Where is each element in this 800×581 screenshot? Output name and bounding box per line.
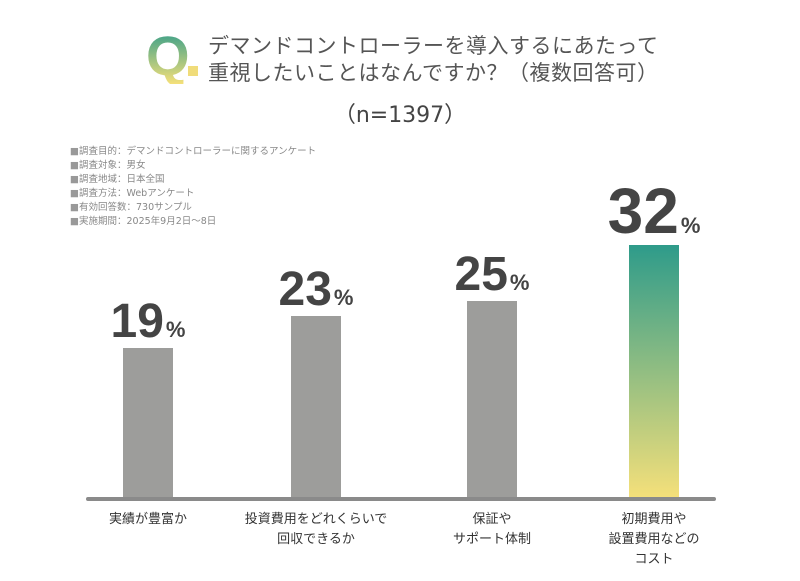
bar: [291, 316, 341, 498]
title-line: 重視したいことはなんですか？（複数回答可）: [208, 61, 659, 85]
q-mark: Q: [146, 24, 190, 87]
category-line: 保証や: [472, 512, 512, 527]
category-label: 実績が豊富か: [58, 510, 238, 530]
note: 調査目的：デマンドコントローラーに関するアンケート: [70, 145, 316, 159]
note: 調査対象：男女: [70, 159, 316, 173]
bar: [629, 245, 679, 498]
note: 調査方法：Webアンケート: [70, 187, 316, 201]
value-unit: %: [509, 269, 530, 295]
category-label: 初期費用や設置費用などの コスト: [564, 510, 744, 570]
title-line: デマンドコントローラーを導入するにあたって: [208, 34, 659, 58]
q-dot: [188, 66, 198, 76]
category-line: サポート体制: [452, 532, 531, 547]
value-unit: %: [333, 285, 354, 311]
survey-notes: 調査目的：デマンドコントローラーに関するアンケート 調査対象：男女 調査地域：日…: [70, 145, 316, 229]
category-line: コスト: [634, 552, 674, 567]
bar: [123, 347, 173, 498]
category-line: 実績が豊富か: [108, 512, 187, 527]
x-axis: [86, 497, 716, 501]
note: 有効回答数：730サンプル: [70, 201, 316, 215]
question-title: デマンドコントローラーを導入するにあたって 重視したいことはなんですか？（複数回…: [208, 33, 658, 87]
sample-size: （n=1397）: [333, 103, 467, 128]
category-line: 回収できるか: [277, 532, 355, 547]
note: 調査地域：日本全国: [70, 173, 316, 187]
note: 実施期間：2025年9月2日～8日: [70, 215, 316, 229]
data-label: 19%: [110, 294, 186, 354]
value-number: 23: [278, 263, 332, 317]
value-number: 25: [454, 247, 508, 301]
data-label: 25%: [454, 247, 530, 307]
category-line: 投資費用をどれくらいで: [244, 512, 388, 527]
value-unit: %: [680, 213, 701, 239]
category-line: 設置費用などの: [608, 532, 700, 547]
value-unit: %: [165, 316, 186, 342]
value-number: 19: [110, 294, 164, 348]
category-label: 投資費用をどれくらいで 回収できるか: [226, 510, 406, 550]
data-label: 32%: [608, 179, 701, 258]
bar: [467, 300, 517, 498]
value-number: 32: [607, 175, 679, 248]
data-label: 23%: [279, 266, 354, 322]
category-line: 初期費用や: [621, 512, 687, 527]
category-label: 保証や サポート体制: [402, 510, 582, 550]
